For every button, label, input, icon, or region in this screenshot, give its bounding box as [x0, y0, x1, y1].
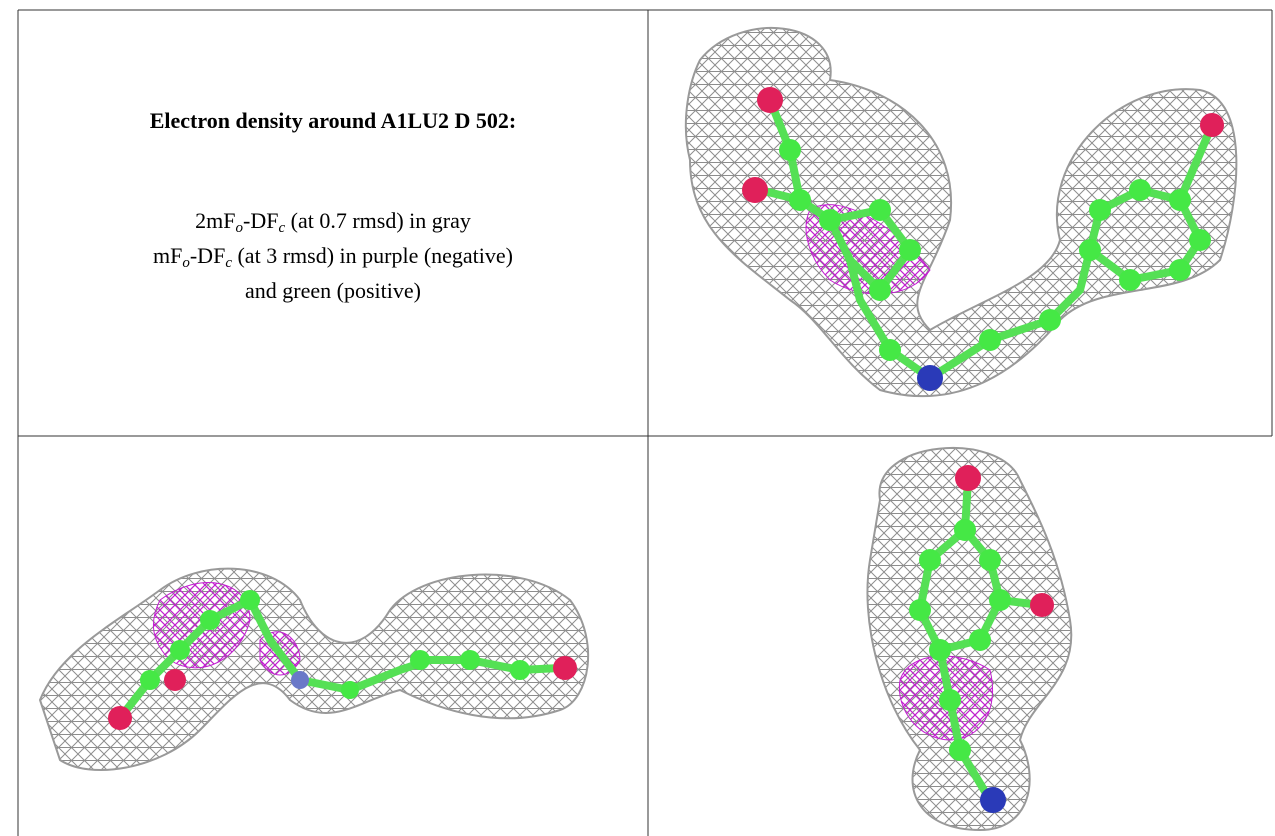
text: 2mF: [195, 208, 236, 233]
density-view-1: [684, 26, 1238, 398]
density-view-2: [38, 567, 590, 771]
table-borders: [17, 9, 1273, 836]
caption-title: Electron density around A1LU2 D 502:: [149, 108, 517, 133]
density-view-3: [866, 446, 1073, 832]
caption-line: and green (positive): [18, 278, 648, 304]
subscript: o: [235, 220, 244, 236]
subscript: c: [225, 255, 232, 271]
text: (at 0.7 rmsd) in gray: [285, 208, 471, 233]
caption-line: mFo-DFc (at 3 rmsd) in purple (negative): [18, 243, 648, 272]
text: -DF: [243, 208, 279, 233]
text: (at 3 rmsd) in purple (negative): [231, 243, 513, 268]
subscript: c: [278, 220, 286, 236]
text: -DF: [189, 243, 226, 268]
caption-line: 2mFo-DFc (at 0.7 rmsd) in gray: [18, 208, 648, 237]
text: and green (positive): [245, 278, 421, 303]
text: mF: [153, 243, 183, 268]
subscript: o: [182, 255, 190, 271]
